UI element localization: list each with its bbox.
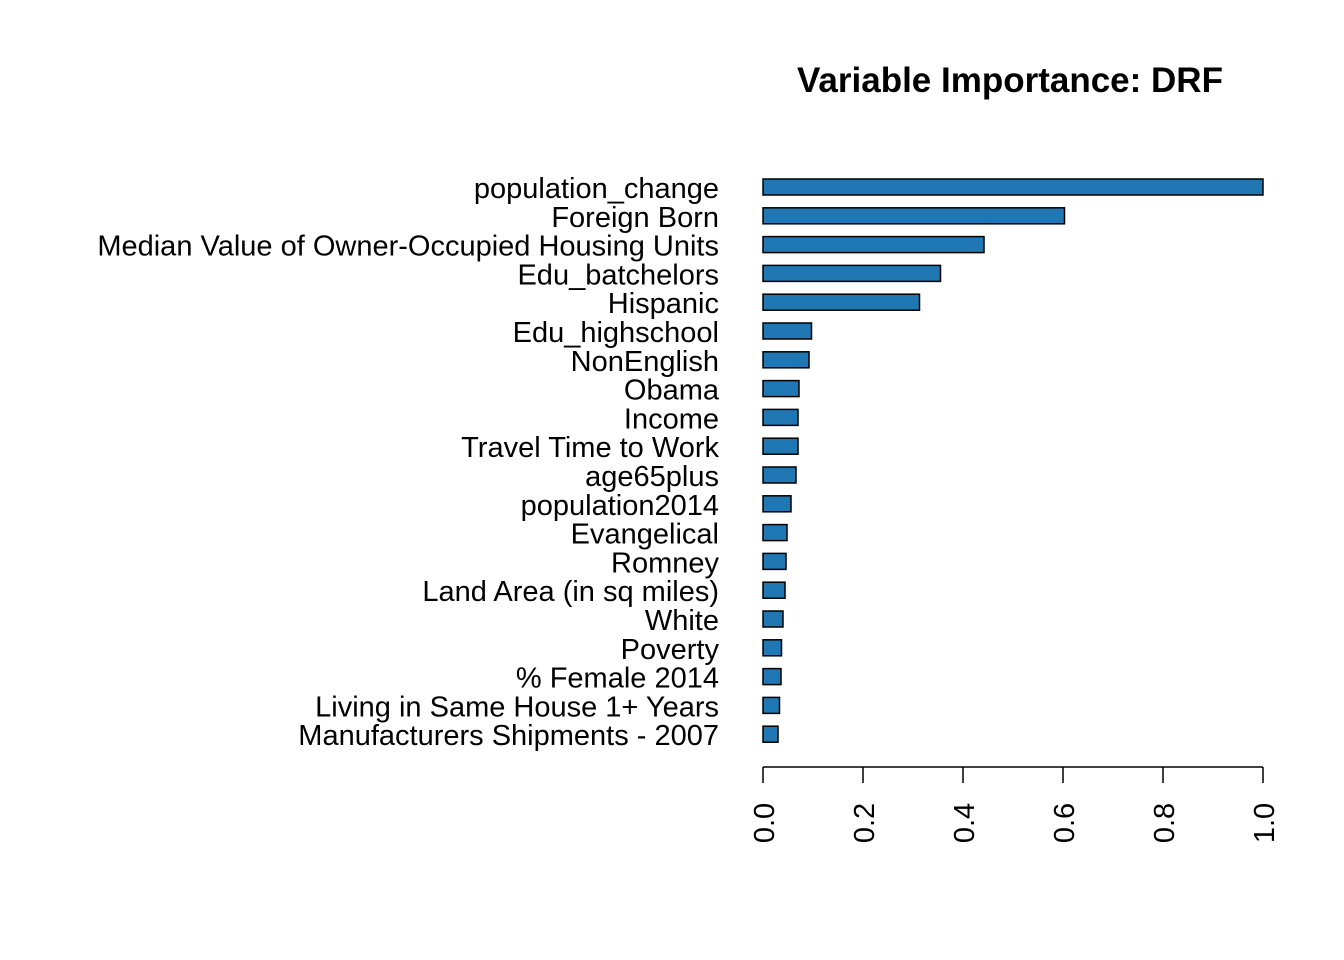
category-label: Foreign Born: [551, 202, 719, 234]
bar-12: [762, 523, 788, 542]
bar-6: [762, 351, 810, 369]
category-label: population2014: [521, 490, 719, 522]
x-tick-label: 0.4: [949, 803, 981, 843]
bar-18: [762, 696, 781, 715]
category-label: Romney: [611, 547, 719, 579]
bar-14: [762, 581, 786, 599]
category-label: Edu_highschool: [513, 317, 719, 349]
bars-group: [762, 178, 1264, 743]
bar-13: [762, 552, 787, 571]
bar-19: [762, 725, 779, 743]
category-label: age65plus: [585, 461, 719, 493]
chart-title: Variable Importance: DRF: [797, 61, 1223, 100]
bar-11: [762, 495, 792, 513]
category-label: Poverty: [621, 634, 720, 666]
x-tick-label: 0.0: [749, 803, 781, 843]
x-axis: 0.0 0.2 0.4 0.6 0.8 1.0: [749, 766, 1281, 843]
category-label: Income: [624, 403, 719, 435]
bar-9: [762, 437, 799, 455]
category-label: NonEnglish: [571, 346, 719, 378]
category-label: Median Value of Owner-Occupied Housing U…: [97, 231, 719, 263]
category-label: Manufacturers Shipments - 2007: [298, 720, 719, 752]
bar-8: [762, 408, 799, 427]
bar-17: [762, 667, 782, 686]
category-label: White: [645, 605, 719, 637]
category-label: Edu_batchelors: [517, 259, 719, 291]
x-tick-label: 0.6: [1049, 803, 1081, 843]
bar-15: [762, 610, 784, 628]
category-label: Land Area (in sq miles): [422, 576, 719, 608]
category-label: Hispanic: [608, 288, 719, 320]
bar-4: [762, 293, 921, 311]
x-tick-label: 0.8: [1149, 803, 1181, 843]
bar-10: [762, 466, 797, 484]
category-label: Living in Same House 1+ Years: [315, 691, 719, 723]
category-label: Travel Time to Work: [461, 432, 719, 464]
bar-5: [762, 322, 813, 340]
bar-7: [762, 379, 800, 398]
category-label: population_change: [474, 173, 719, 205]
category-label: Evangelical: [571, 519, 719, 551]
bar-1: [762, 207, 1066, 225]
bar-16: [762, 639, 783, 657]
bar-2: [762, 235, 985, 254]
x-tick-label: 1.0: [1249, 803, 1281, 843]
bar-3: [762, 264, 942, 283]
category-label: % Female 2014: [516, 663, 719, 695]
x-tick-label: 0.2: [849, 803, 881, 843]
bar-0: [762, 178, 1264, 196]
category-label: Obama: [624, 375, 720, 407]
